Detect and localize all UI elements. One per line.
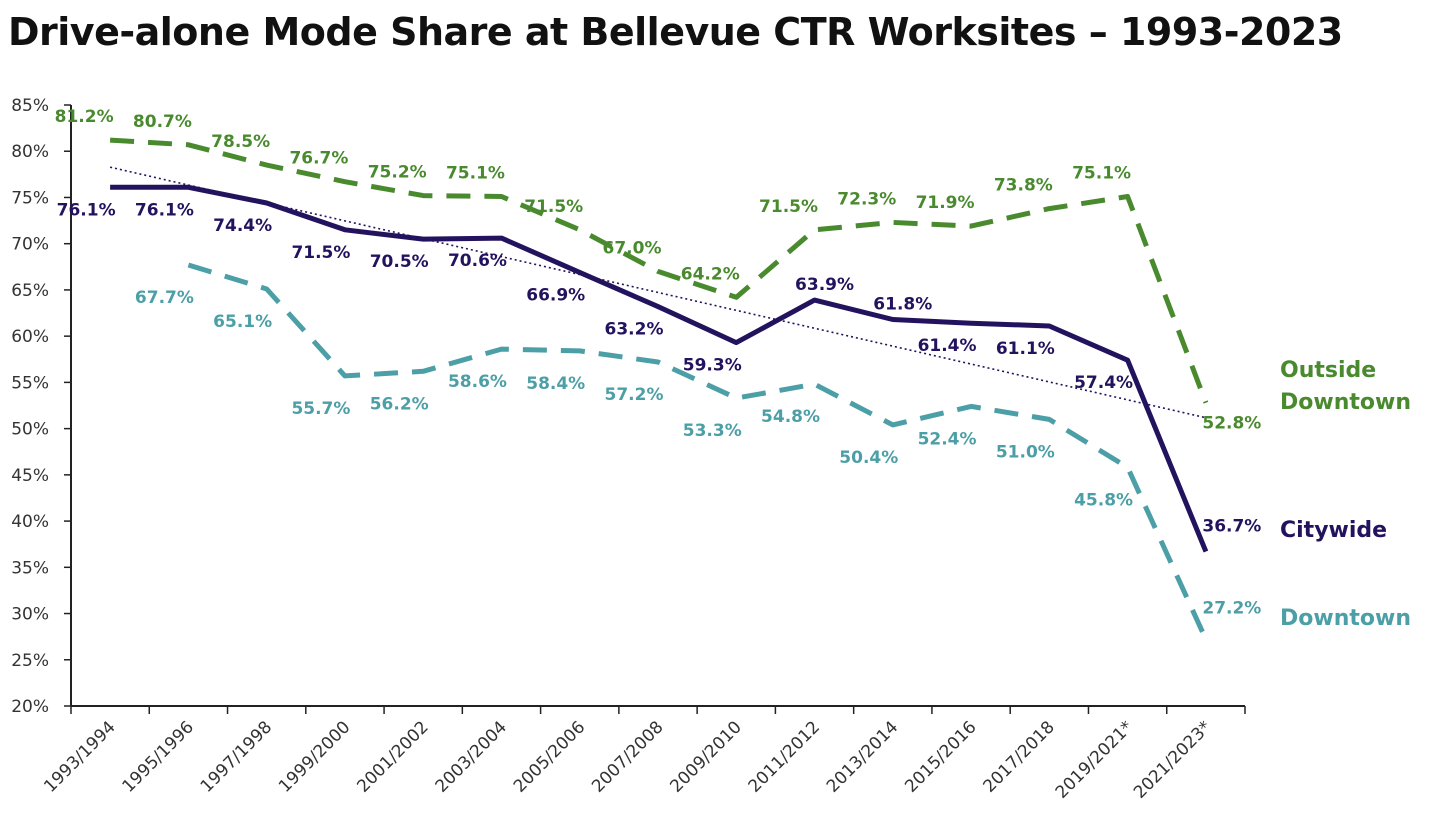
y-tick-label: 45% bbox=[11, 466, 49, 486]
downtown-data-label: 58.6% bbox=[448, 372, 507, 392]
downtown-data-label: 27.2% bbox=[1202, 598, 1261, 618]
outside-downtown-data-label: 75.1% bbox=[446, 164, 505, 184]
outside-downtown-data-label: 71.5% bbox=[759, 197, 818, 217]
citywide-data-label: 63.2% bbox=[605, 320, 664, 340]
citywide-data-label: 70.5% bbox=[370, 252, 429, 272]
outside-downtown-data-label: 71.5% bbox=[524, 197, 583, 217]
trendline-group bbox=[109, 166, 1207, 419]
y-tick-label: 85% bbox=[11, 96, 49, 116]
data-labels: 81.2% 80.7% 78.5% 76.7% 75.2% 75.1% 71.5% 67.0%… bbox=[55, 107, 1262, 618]
x-tick-label: 2003/2004 bbox=[432, 717, 511, 796]
y-tick-label: 40% bbox=[11, 512, 49, 532]
outside-downtown-data-label: 75.2% bbox=[368, 163, 427, 183]
downtown-data-label: 51.0% bbox=[996, 442, 1055, 462]
citywide-data-label: 57.4% bbox=[1074, 373, 1133, 393]
citywide-data-label: 74.4% bbox=[213, 216, 272, 236]
outside-downtown-data-label: 80.7% bbox=[133, 112, 192, 132]
outside-downtown-data-label: 52.8% bbox=[1202, 414, 1261, 434]
outside-downtown-data-label: 64.2% bbox=[681, 264, 740, 284]
x-tick-label: 1999/2000 bbox=[275, 717, 354, 796]
x-tick-label: 2011/2012 bbox=[745, 717, 824, 796]
y-tick-label: 60% bbox=[11, 327, 49, 347]
outside-downtown-data-label: 81.2% bbox=[55, 107, 114, 127]
x-axis-ticks: 1993/19941995/19961997/19981999/20002001… bbox=[40, 706, 1246, 803]
x-tick-label: 1995/1996 bbox=[119, 717, 198, 796]
outside-downtown-data-label: 76.7% bbox=[289, 149, 348, 169]
y-tick-label: 70% bbox=[11, 235, 49, 255]
outside-downtown-series-label: Downtown bbox=[1280, 390, 1411, 415]
downtown-data-label: 58.4% bbox=[526, 374, 585, 394]
x-tick-label: 2007/2008 bbox=[588, 717, 667, 796]
y-tick-label: 25% bbox=[11, 651, 49, 671]
y-tick-label: 55% bbox=[11, 373, 49, 393]
downtown-data-label: 54.8% bbox=[761, 407, 820, 427]
y-tick-label: 65% bbox=[11, 281, 49, 301]
downtown-data-label: 67.7% bbox=[135, 288, 194, 308]
outside-downtown-data-label: 72.3% bbox=[837, 189, 896, 209]
series-name-labels: Outside Downtown Citywide Downtown bbox=[1280, 358, 1411, 631]
y-axis-ticks: 20% 25% 30% 35% 40% 45% 50% 55% 60% 65% 70% 75% 80% 8… bbox=[11, 96, 71, 717]
citywide-data-label: 61.1% bbox=[996, 339, 1055, 359]
y-tick-label: 50% bbox=[11, 420, 49, 440]
outside-downtown-series-label: Outside bbox=[1280, 358, 1376, 383]
citywide-data-label: 59.3% bbox=[683, 356, 742, 376]
outside-downtown-data-label: 67.0% bbox=[603, 238, 662, 258]
downtown-data-label: 50.4% bbox=[839, 448, 898, 468]
citywide-series-label: Citywide bbox=[1280, 518, 1387, 543]
x-tick-label: 2021/2023* bbox=[1130, 717, 1215, 802]
series-lines bbox=[109, 137, 1209, 641]
citywide-line bbox=[110, 184, 1209, 553]
downtown-series-label: Downtown bbox=[1280, 606, 1411, 631]
citywide-data-label: 63.9% bbox=[795, 275, 854, 295]
citywide-data-label: 36.7% bbox=[1202, 517, 1261, 537]
citywide-data-label: 61.4% bbox=[918, 336, 977, 356]
downtown-data-label: 45.8% bbox=[1074, 490, 1133, 510]
downtown-data-label: 65.1% bbox=[213, 312, 272, 332]
x-tick-label: 1997/1998 bbox=[197, 717, 276, 796]
x-tick-label: 2017/2018 bbox=[979, 717, 1058, 796]
outside-downtown-data-label: 75.1% bbox=[1072, 164, 1131, 184]
y-tick-label: 20% bbox=[11, 697, 49, 717]
y-tick-label: 35% bbox=[11, 558, 49, 578]
citywide-data-label: 76.1% bbox=[135, 200, 194, 220]
downtown-data-label: 55.7% bbox=[291, 399, 350, 419]
citywide-data-label: 71.5% bbox=[291, 243, 350, 263]
y-tick-label: 80% bbox=[11, 142, 49, 162]
citywide-data-label: 61.8% bbox=[873, 295, 932, 315]
chart-title: Drive-alone Mode Share at Bellevue CTR W… bbox=[8, 10, 1343, 54]
x-tick-label: 2015/2016 bbox=[901, 717, 980, 796]
outside-downtown-data-label: 78.5% bbox=[211, 132, 270, 152]
citywide-data-label: 66.9% bbox=[526, 285, 585, 305]
x-tick-label: 2005/2006 bbox=[510, 717, 589, 796]
outside-downtown-line bbox=[109, 137, 1209, 404]
outside-downtown-data-label: 71.9% bbox=[916, 193, 975, 213]
citywide-trendline bbox=[109, 166, 1207, 419]
citywide-data-label: 70.6% bbox=[448, 251, 507, 271]
x-tick-label: 2013/2014 bbox=[823, 717, 902, 796]
outside-downtown-data-label: 73.8% bbox=[994, 176, 1053, 196]
downtown-data-label: 53.3% bbox=[683, 421, 742, 441]
x-tick-label: 2009/2010 bbox=[666, 717, 745, 796]
x-tick-label: 2001/2002 bbox=[353, 717, 432, 796]
downtown-data-label: 52.4% bbox=[918, 429, 977, 449]
downtown-data-label: 56.2% bbox=[370, 394, 429, 414]
downtown-line bbox=[187, 262, 1209, 641]
x-tick-label: 2019/2021* bbox=[1052, 717, 1137, 802]
y-tick-label: 30% bbox=[11, 605, 49, 625]
citywide-data-label: 76.1% bbox=[57, 200, 116, 220]
axes bbox=[70, 105, 1245, 707]
downtown-data-label: 57.2% bbox=[605, 385, 664, 405]
y-tick-label: 75% bbox=[11, 188, 49, 208]
x-tick-label: 1993/1994 bbox=[40, 717, 119, 796]
